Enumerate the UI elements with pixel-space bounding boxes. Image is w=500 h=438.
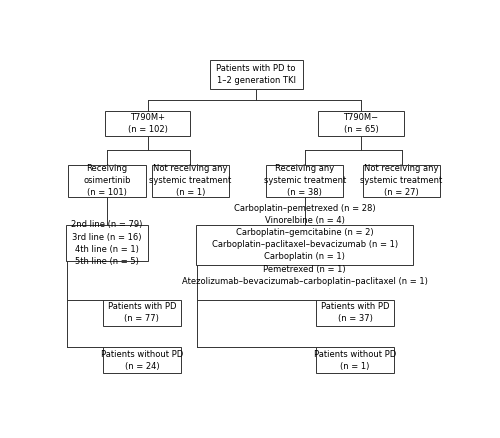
Text: Patients with PD
(n = 77): Patients with PD (n = 77) bbox=[108, 302, 176, 324]
Text: 2nd line (n = 79)
3rd line (n = 16)
4th line (n = 1)
5th line (n = 5): 2nd line (n = 79) 3rd line (n = 16) 4th … bbox=[72, 220, 143, 266]
Text: Patients without PD
(n = 24): Patients without PD (n = 24) bbox=[101, 350, 183, 371]
Text: T790M+
(n = 102): T790M+ (n = 102) bbox=[128, 113, 168, 134]
Text: Patients with PD
(n = 37): Patients with PD (n = 37) bbox=[321, 302, 390, 324]
Text: Receiving
osimertinib
(n = 101): Receiving osimertinib (n = 101) bbox=[84, 164, 131, 198]
FancyBboxPatch shape bbox=[196, 225, 413, 265]
FancyBboxPatch shape bbox=[66, 226, 148, 261]
FancyBboxPatch shape bbox=[318, 111, 404, 136]
FancyBboxPatch shape bbox=[68, 165, 146, 197]
FancyBboxPatch shape bbox=[103, 300, 180, 325]
FancyBboxPatch shape bbox=[316, 347, 394, 373]
FancyBboxPatch shape bbox=[103, 347, 180, 373]
FancyBboxPatch shape bbox=[152, 165, 229, 197]
FancyBboxPatch shape bbox=[210, 60, 303, 89]
Text: Not receiving any
systemic treatment
(n = 1): Not receiving any systemic treatment (n … bbox=[149, 164, 232, 198]
Text: T790M−
(n = 65): T790M− (n = 65) bbox=[344, 113, 378, 134]
Text: Receiving any
systemic treatment
(n = 38): Receiving any systemic treatment (n = 38… bbox=[264, 164, 346, 198]
Text: Carboplatin–pemetrexed (n = 28)
Vinorelbine (n = 4)
Carboplatin–gemcitabine (n =: Carboplatin–pemetrexed (n = 28) Vinorelb… bbox=[182, 204, 428, 286]
Text: Patients without PD
(n = 1): Patients without PD (n = 1) bbox=[314, 350, 396, 371]
Text: Not receiving any
systemic treatment
(n = 27): Not receiving any systemic treatment (n … bbox=[360, 164, 442, 198]
FancyBboxPatch shape bbox=[105, 111, 190, 136]
Text: Patients with PD to
1–2 generation TKI: Patients with PD to 1–2 generation TKI bbox=[216, 64, 296, 85]
FancyBboxPatch shape bbox=[266, 165, 344, 197]
FancyBboxPatch shape bbox=[363, 165, 440, 197]
FancyBboxPatch shape bbox=[316, 300, 394, 325]
